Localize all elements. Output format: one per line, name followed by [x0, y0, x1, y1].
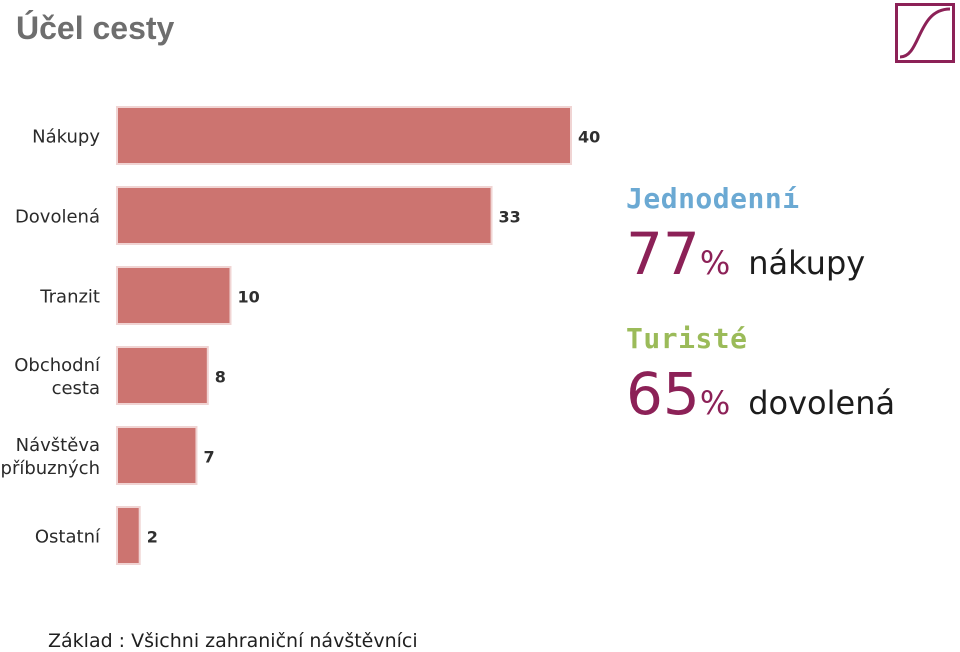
value-label: 10 — [238, 288, 260, 307]
stat-heading: Turisté — [626, 322, 748, 355]
stat-line: 77% nákupy — [626, 225, 865, 283]
value-label: 7 — [203, 448, 214, 467]
s-curve-logo-icon — [895, 3, 955, 63]
stat-description: dovolená — [748, 384, 896, 422]
stat-line: 65% dovolená — [626, 365, 895, 423]
bar-3 — [116, 346, 209, 405]
stat-number: 77 — [626, 220, 700, 288]
value-label: 2 — [147, 528, 158, 547]
category-label: Ostatní — [35, 527, 101, 548]
bar-2 — [116, 266, 232, 325]
category-label: příbuzných — [1, 458, 100, 479]
stat-block-tourists: Turisté 65% dovolená — [626, 322, 895, 423]
category-label: Obchodní — [14, 355, 101, 376]
value-label: 33 — [499, 208, 521, 227]
category-label: Nákupy — [32, 127, 100, 148]
bar-5 — [116, 506, 141, 565]
category-label: cesta — [52, 378, 100, 399]
category-label: Návštěva — [16, 435, 100, 456]
stat-block-day-trippers: Jednodenní 77% nákupy — [626, 182, 865, 283]
page-title: Účel cesty — [16, 10, 175, 46]
stat-heading: Jednodenní — [626, 182, 800, 215]
bar-1 — [116, 186, 493, 245]
stat-percent: % — [699, 384, 731, 422]
bar-4 — [116, 426, 198, 485]
footnote: Základ : Všichni zahraniční návštěvníci — [48, 630, 418, 652]
value-label: 8 — [215, 368, 226, 387]
bar-0 — [116, 106, 572, 165]
stat-number: 65 — [626, 360, 700, 428]
value-label: 40 — [578, 128, 600, 147]
stat-percent: % — [699, 244, 731, 282]
stat-description: nákupy — [748, 244, 866, 282]
category-label: Dovolená — [15, 207, 100, 228]
category-label: Tranzit — [39, 287, 100, 308]
bar-chart: 40 Nákupy 33 Dovolená 10 Tranzit 8 Obchodnícest… — [1, 106, 600, 565]
